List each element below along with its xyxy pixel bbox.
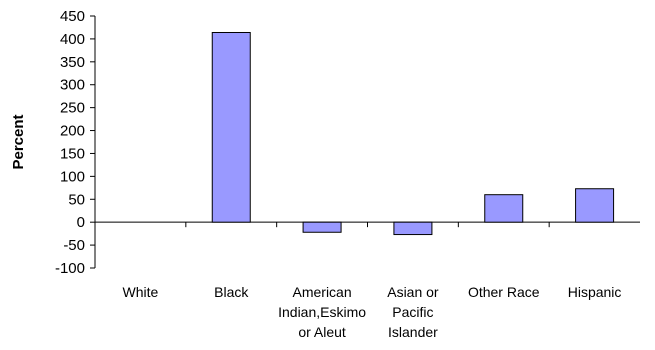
x-category-label: American Indian,Eskimo or Aleut: [278, 284, 366, 340]
y-tick-labels: 450 400 350 300 250 200 150 100 50 0 -50 -100: [55, 8, 85, 277]
x-category-label: Black: [214, 284, 249, 300]
bar: [302, 221, 342, 233]
bar: [484, 194, 524, 223]
y-tick-label: 250: [60, 100, 85, 117]
x-category-label-line: or Aleut: [298, 324, 346, 340]
y-tick-label: -50: [63, 237, 85, 254]
y-tick-label: 0: [77, 214, 85, 231]
x-category-label-line: Black: [214, 284, 249, 300]
y-axis-title: Percent: [10, 114, 27, 169]
y-tick-label: 350: [60, 54, 85, 71]
x-category-label-line: American: [293, 284, 352, 300]
y-tick-label: -100: [55, 260, 85, 277]
y-tick-label: 150: [60, 145, 85, 162]
y-tick-label: 300: [60, 77, 85, 94]
x-category-label: Asian or Pacific Islander: [387, 284, 439, 340]
x-category-label-line: Pacific: [392, 304, 433, 320]
x-category-label-line: Indian,Eskimo: [278, 304, 366, 320]
x-category-label: Hispanic: [568, 284, 622, 300]
bar: [211, 31, 251, 223]
y-tick-label: 200: [60, 123, 85, 140]
x-category-labels: White Black American Indian,Eskimo or AleutA…: [123, 284, 622, 340]
x-category-label-line: Hispanic: [568, 284, 622, 300]
bar: [575, 188, 615, 223]
x-category-label-line: Other Race: [468, 284, 540, 300]
y-tick-label: 50: [68, 191, 85, 208]
x-category-label-line: White: [123, 284, 159, 300]
x-category-label-line: Asian or: [387, 284, 439, 300]
axes: [90, 15, 640, 269]
y-tick-label: 100: [60, 168, 85, 185]
bars: [211, 31, 615, 236]
x-category-label: Other Race: [468, 284, 540, 300]
y-tick-label: 400: [60, 31, 85, 48]
x-category-label: White: [123, 284, 159, 300]
y-tick-label: 450: [60, 8, 85, 25]
bar: [393, 221, 433, 236]
x-category-label-line: Islander: [388, 324, 438, 340]
